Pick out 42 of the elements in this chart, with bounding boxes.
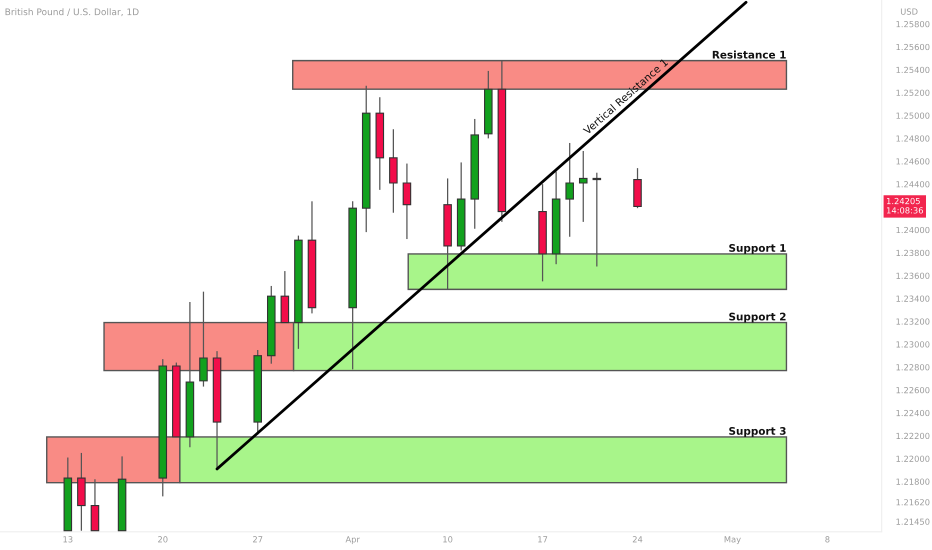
x-tick-label: May [724, 536, 741, 544]
y-tick-label: 1.21800 [896, 478, 930, 485]
y-tick-label: 1.23800 [896, 250, 930, 256]
x-tick-label: Apr [346, 536, 360, 544]
y-tick-label: 1.25400 [896, 66, 930, 74]
x-tick-label: 24 [632, 536, 642, 542]
y-tick-label: 1.24400 [896, 181, 930, 188]
y-tick-label: 1.24000 [896, 226, 930, 234]
y-tick-label: 1.22400 [896, 410, 930, 416]
y-tick-label: 1.21620 [896, 499, 930, 506]
y-tick-label: 1.22600 [896, 387, 930, 394]
y-tick-label: 1.22800 [896, 364, 930, 370]
text: British Pound / U.S. Dollar, 1D [6, 8, 139, 16]
text: 14:08:36 [886, 207, 923, 214]
band-label: Support 1 [729, 244, 786, 254]
band-label: Resistance 1 [712, 50, 786, 59]
candlestick [565, 142, 574, 238]
x-tick-label: 17 [538, 536, 548, 542]
y-tick-label: 1.24800 [896, 135, 930, 142]
x-tick-label: 20 [158, 536, 168, 542]
x-tick-label: 13 [63, 536, 72, 542]
x-tick-label: 8 [825, 536, 830, 542]
y-tick-label: 1.25000 [896, 112, 930, 119]
y-tick-label: 1.23400 [896, 296, 930, 302]
y-tick-label: 1.25800 [896, 21, 930, 28]
candlestick [402, 162, 412, 240]
y-tick-label: 1.23200 [896, 318, 930, 325]
x-tick-label: 10 [443, 536, 452, 542]
band-label: Support 2 [729, 312, 786, 323]
y-tick-label: 1.24600 [896, 158, 930, 165]
y-tick-label: 1.22200 [896, 432, 930, 440]
y-tick-label: 1.25200 [896, 90, 930, 96]
candlestick [578, 150, 588, 223]
y-tick-label: 1.22000 [896, 456, 930, 462]
y-tick-label: 1.23000 [896, 341, 930, 348]
y-tick-label: 1.25600 [896, 44, 930, 50]
y-tick-label: 1.23600 [896, 272, 930, 279]
annotation: 1.24205 [886, 198, 920, 204]
x-tick-label: 27 [253, 536, 262, 542]
y-tick-label: 1.21450 [896, 518, 930, 525]
band-label: Support 3 [729, 427, 786, 437]
text: USD [900, 8, 918, 15]
